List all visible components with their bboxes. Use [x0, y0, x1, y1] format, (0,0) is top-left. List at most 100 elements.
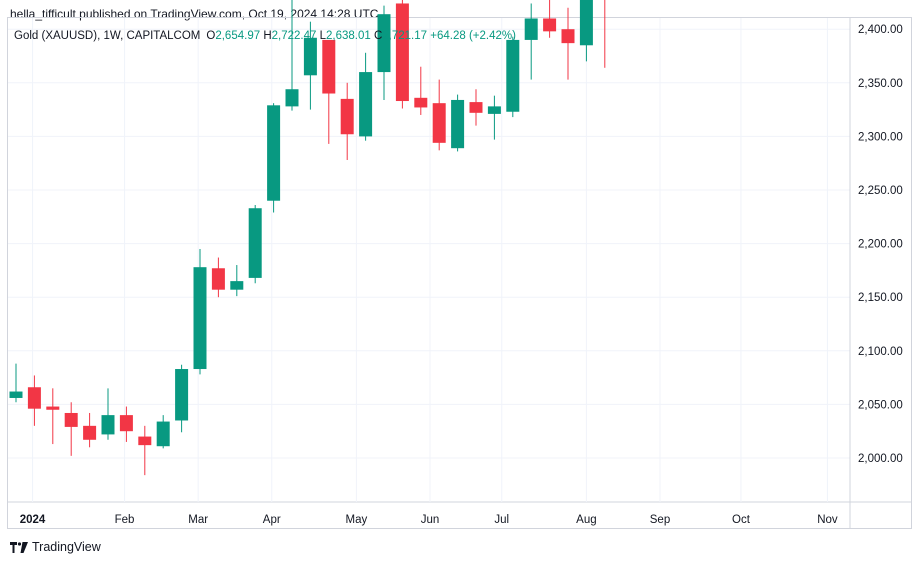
candle-down[interactable]: [432, 79, 446, 151]
time-tick-label: 2024: [20, 514, 46, 526]
chart-pane[interactable]: [7, 17, 912, 529]
candle-body: [9, 391, 23, 398]
candle-body: [469, 102, 483, 113]
candle-body: [303, 37, 317, 76]
candle-down[interactable]: [83, 412, 97, 448]
candle-body: [359, 72, 373, 137]
open-value: 2,654.97: [215, 30, 261, 42]
close-value: 2,721.17: [382, 30, 428, 42]
price-axis-ticks: 2,000.00 2,050.00 2,100.00 2,150.00 2,200.00…: [858, 24, 903, 465]
price-tick-label: 2,200.00: [858, 239, 903, 251]
tradingview-logo-icon: [10, 541, 28, 553]
candle-body: [285, 89, 299, 107]
candle-body: [119, 415, 133, 432]
candle-body: [414, 97, 428, 108]
candle-down[interactable]: [211, 257, 225, 298]
candle-down[interactable]: [64, 402, 78, 456]
candle-up[interactable]: [303, 21, 317, 110]
candle-body: [322, 39, 336, 94]
candle-down[interactable]: [598, 0, 611, 68]
candle-up[interactable]: [9, 363, 23, 403]
candle-body: [432, 103, 446, 143]
candle-body: [561, 29, 575, 44]
price-tick-label: 2,150.00: [858, 292, 903, 304]
candle-body: [27, 387, 41, 409]
high-value: 2,722.47: [271, 30, 317, 42]
candle-up[interactable]: [579, 0, 593, 62]
candle-body: [340, 98, 354, 135]
low-value: 2,638.01: [326, 30, 371, 42]
candle-up[interactable]: [248, 205, 262, 284]
symbol-legend: Gold (XAUUSD), 1W, CAPITALCOM O2,654.97 H…: [14, 30, 516, 42]
candle-up[interactable]: [230, 265, 244, 297]
candle-up[interactable]: [451, 94, 465, 152]
time-tick-label: Aug: [576, 514, 596, 526]
footer-branding[interactable]: TradingView: [10, 540, 101, 554]
candle-body: [506, 39, 520, 112]
close-label: C: [373, 30, 383, 42]
candle-up[interactable]: [285, 0, 299, 111]
candle-body: [395, 3, 409, 102]
grid-lines: [8, 18, 912, 528]
candle-body: [543, 18, 557, 32]
candle-up[interactable]: [487, 95, 501, 140]
candle-up[interactable]: [175, 364, 189, 433]
candle-body: [83, 425, 97, 440]
candle-up[interactable]: [101, 388, 115, 440]
candle-body: [46, 406, 60, 410]
candle-down[interactable]: [543, 0, 557, 38]
candle-body: [156, 421, 170, 447]
candle-body: [248, 208, 262, 278]
candle-body: [487, 106, 501, 114]
time-tick-label: Mar: [188, 514, 208, 526]
candle-up[interactable]: [377, 5, 391, 100]
candle-body: [138, 436, 152, 446]
time-axis-ticks: 2024 Feb Mar Apr May Jun Jul Aug Sep Oct Nov: [20, 514, 838, 526]
candle-down[interactable]: [469, 89, 483, 126]
low-label: L: [319, 30, 326, 42]
price-tick-label: 2,250.00: [858, 185, 903, 197]
candles: [9, 0, 611, 476]
candle-up[interactable]: [506, 36, 520, 118]
candle-down[interactable]: [561, 7, 575, 80]
time-tick-label: Apr: [263, 514, 281, 526]
candle-down[interactable]: [27, 375, 41, 426]
candle-body: [267, 105, 281, 201]
time-tick-label: Jun: [421, 514, 440, 526]
tradingview-brand: TradingView: [32, 540, 101, 554]
candle-body: [230, 281, 244, 290]
open-label: O: [206, 30, 216, 42]
candle-down[interactable]: [119, 406, 133, 442]
time-tick-label: Sep: [650, 514, 670, 526]
candle-down[interactable]: [138, 425, 152, 476]
change-value: +64.28 (+2.42%): [430, 30, 516, 42]
time-tick-label: Oct: [732, 514, 751, 526]
candle-body: [451, 99, 465, 149]
candle-up[interactable]: [267, 103, 281, 213]
price-tick-label: 2,300.00: [858, 131, 903, 143]
symbol-title: Gold (XAUUSD), 1W, CAPITALCOM: [14, 30, 201, 42]
price-tick-label: 2,100.00: [858, 346, 903, 358]
time-tick-label: Jul: [494, 514, 509, 526]
candle-down[interactable]: [322, 39, 336, 144]
candle-up[interactable]: [193, 248, 207, 375]
candle-up[interactable]: [524, 3, 538, 80]
price-tick-label: 2,350.00: [858, 78, 903, 90]
candle-body: [211, 268, 225, 290]
candle-up[interactable]: [359, 52, 373, 141]
candle-down[interactable]: [414, 66, 428, 115]
price-tick-label: 2,400.00: [858, 24, 903, 36]
time-tick-label: Feb: [115, 514, 135, 526]
high-label: H: [263, 30, 272, 42]
price-tick-label: 2,000.00: [858, 453, 903, 465]
time-tick-label: Nov: [817, 514, 838, 526]
candle-down[interactable]: [340, 82, 354, 160]
candle-body: [377, 14, 391, 73]
candle-up[interactable]: [156, 415, 170, 449]
price-tick-label: 2,050.00: [858, 399, 903, 411]
candle-body: [64, 412, 78, 427]
candle-down[interactable]: [46, 388, 60, 445]
candle-body: [524, 18, 538, 40]
candle-down[interactable]: [395, 0, 409, 109]
